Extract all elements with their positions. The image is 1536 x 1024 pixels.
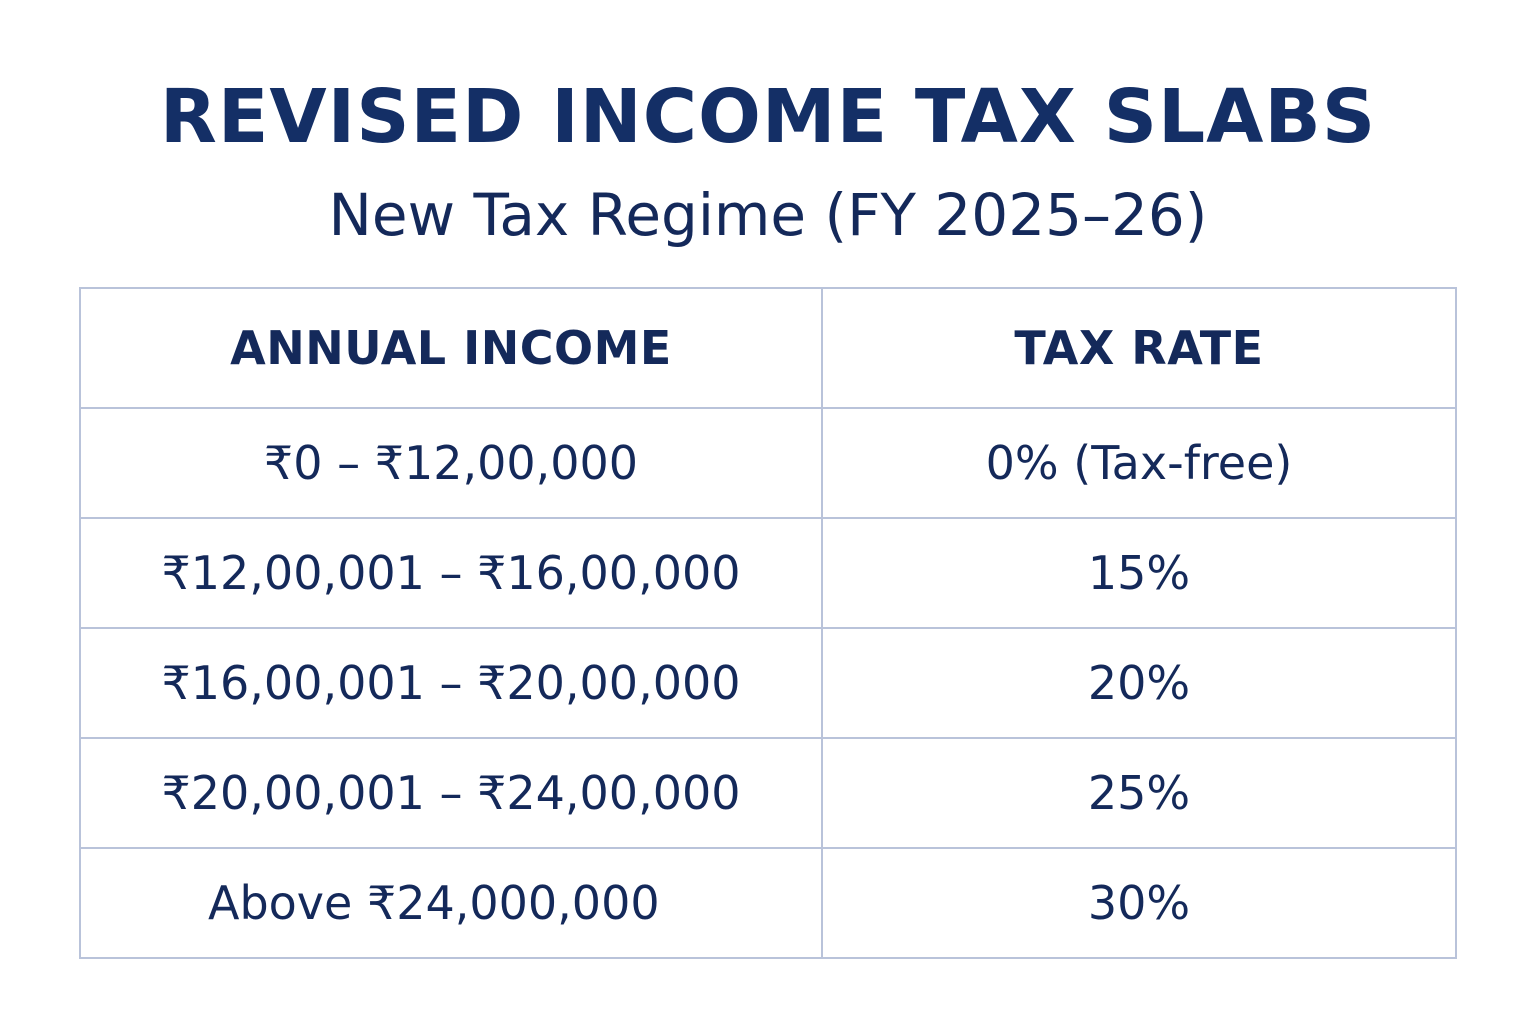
table-row: ₹20,00,001 – ₹24,00,000 25% xyxy=(79,737,1457,849)
rate-cell: 20% xyxy=(821,627,1457,739)
column-header-annual-income: ANNUAL INCOME xyxy=(79,287,823,409)
table-row: Above ₹24,000,000 30% xyxy=(79,847,1457,959)
income-cell: Above ₹24,000,000 xyxy=(79,847,823,959)
page-title: REVISED INCOME TAX SLABS xyxy=(159,74,1377,160)
income-cell: ₹20,00,001 – ₹24,00,000 xyxy=(79,737,823,849)
income-cell: ₹16,00,001 – ₹20,00,000 xyxy=(79,627,823,739)
income-cell: ₹12,00,001 – ₹16,00,000 xyxy=(79,517,823,629)
table-row: ₹0 – ₹12,00,000 0% (Tax-free) xyxy=(79,407,1457,519)
tax-slab-table: ANNUAL INCOME TAX RATE ₹0 – ₹12,00,000 0… xyxy=(79,287,1457,959)
income-cell: ₹0 – ₹12,00,000 xyxy=(79,407,823,519)
rate-cell: 15% xyxy=(821,517,1457,629)
page-subtitle: New Tax Regime (FY 2025–26) xyxy=(328,181,1208,249)
rate-cell: 0% (Tax-free) xyxy=(821,407,1457,519)
rate-cell: 30% xyxy=(821,847,1457,959)
table-row: ₹12,00,001 – ₹16,00,000 15% xyxy=(79,517,1457,629)
column-header-tax-rate: TAX RATE xyxy=(821,287,1457,409)
table-header-row: ANNUAL INCOME TAX RATE xyxy=(79,287,1457,409)
rate-cell: 25% xyxy=(821,737,1457,849)
table-row: ₹16,00,001 – ₹20,00,000 20% xyxy=(79,627,1457,739)
